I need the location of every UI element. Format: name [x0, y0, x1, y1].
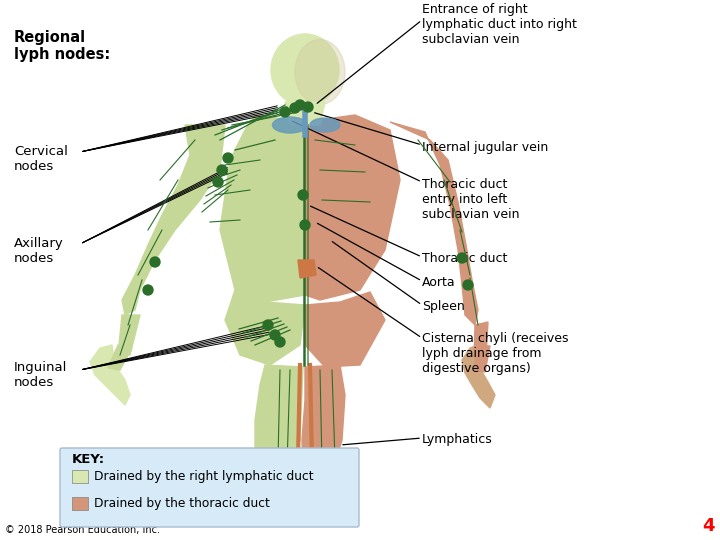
Circle shape: [213, 177, 223, 187]
Circle shape: [298, 190, 308, 200]
Circle shape: [280, 107, 290, 117]
Polygon shape: [90, 345, 130, 405]
Text: Drained by the right lymphatic duct: Drained by the right lymphatic duct: [94, 470, 314, 483]
Circle shape: [263, 320, 273, 330]
Circle shape: [463, 280, 473, 290]
Circle shape: [217, 165, 227, 175]
Circle shape: [223, 153, 233, 163]
Circle shape: [275, 337, 285, 347]
Polygon shape: [285, 102, 325, 125]
Ellipse shape: [295, 39, 345, 105]
Circle shape: [290, 103, 300, 113]
Polygon shape: [255, 365, 303, 482]
Circle shape: [150, 257, 160, 267]
Text: Axillary
nodes: Axillary nodes: [14, 237, 64, 265]
Circle shape: [143, 285, 153, 295]
FancyBboxPatch shape: [60, 448, 359, 527]
Ellipse shape: [271, 34, 339, 106]
Ellipse shape: [310, 118, 340, 132]
Text: Inguinal
nodes: Inguinal nodes: [14, 361, 68, 389]
Circle shape: [300, 220, 310, 230]
Polygon shape: [108, 345, 132, 370]
Circle shape: [457, 253, 467, 263]
Text: Cisterna chyli (receives
lyph drainage from
digestive organs): Cisterna chyli (receives lyph drainage f…: [422, 332, 569, 375]
Polygon shape: [390, 122, 478, 325]
Polygon shape: [225, 290, 305, 365]
Text: KEY:: KEY:: [72, 453, 105, 466]
Circle shape: [303, 102, 313, 112]
Polygon shape: [462, 345, 495, 408]
Polygon shape: [220, 115, 305, 302]
Text: © 2018 Pearson Education, Inc.: © 2018 Pearson Education, Inc.: [5, 525, 160, 535]
Circle shape: [270, 330, 280, 340]
Text: Drained by the thoracic duct: Drained by the thoracic duct: [94, 497, 270, 510]
Text: Entrance of right
lymphatic duct into right
subclavian vein: Entrance of right lymphatic duct into ri…: [422, 3, 577, 46]
FancyBboxPatch shape: [72, 470, 88, 483]
Text: Thoracic duct
entry into left
subclavian vein: Thoracic duct entry into left subclavian…: [422, 178, 520, 221]
Polygon shape: [122, 125, 225, 315]
Text: Regional
lyph nodes:: Regional lyph nodes:: [14, 30, 110, 63]
Text: Aorta: Aorta: [422, 276, 456, 289]
Polygon shape: [474, 322, 488, 357]
Text: Spleen: Spleen: [422, 300, 464, 313]
Text: 4: 4: [703, 517, 715, 535]
Polygon shape: [118, 315, 140, 355]
Text: Thoracic duct: Thoracic duct: [422, 252, 508, 265]
Polygon shape: [474, 345, 490, 372]
Text: Internal jugular vein: Internal jugular vein: [422, 141, 548, 154]
FancyBboxPatch shape: [72, 497, 88, 510]
Circle shape: [295, 100, 305, 110]
Polygon shape: [305, 292, 385, 367]
Polygon shape: [298, 260, 316, 278]
Polygon shape: [302, 365, 345, 485]
Ellipse shape: [272, 117, 307, 133]
Text: Lymphatics: Lymphatics: [422, 433, 492, 446]
Text: Cervical
nodes: Cervical nodes: [14, 145, 68, 173]
Polygon shape: [305, 115, 400, 300]
